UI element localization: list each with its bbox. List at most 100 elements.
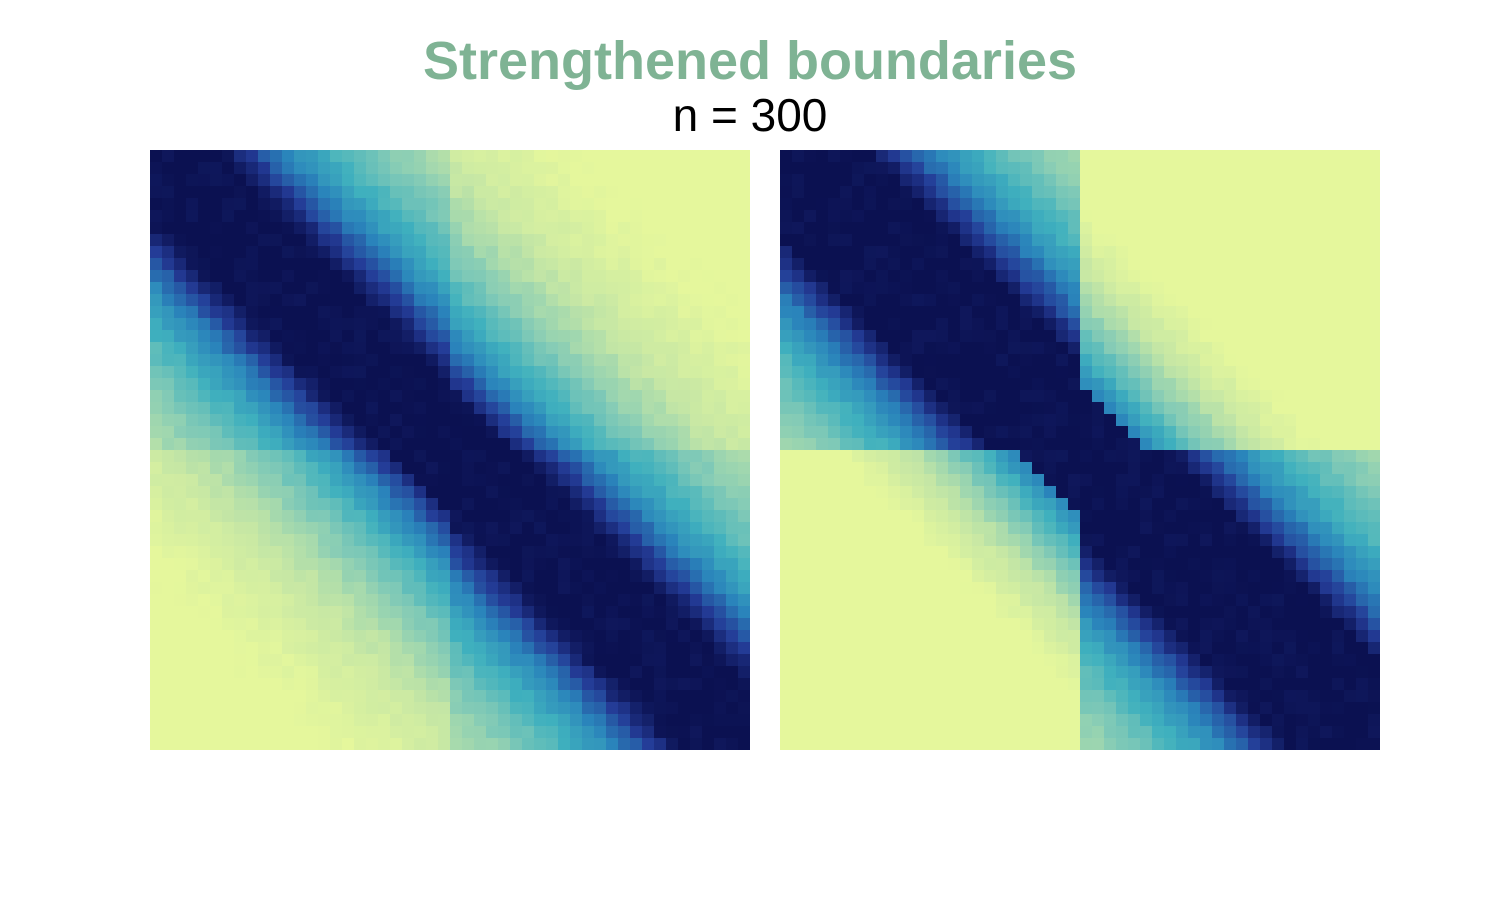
heatmap-cell	[984, 486, 997, 499]
heatmap-cell	[888, 366, 901, 379]
heatmap-cell	[630, 366, 643, 379]
heatmap-cell	[186, 666, 199, 679]
heatmap-cell	[222, 270, 235, 283]
heatmap-cell	[900, 606, 913, 619]
heatmap-cell	[804, 582, 817, 595]
heatmap-cell	[258, 330, 271, 343]
heatmap-cell	[282, 330, 295, 343]
heatmap-cell	[342, 714, 355, 727]
heatmap-cell	[1152, 558, 1165, 571]
heatmap-cell	[630, 390, 643, 403]
heatmap-cell	[714, 162, 727, 175]
heatmap-cell	[1188, 462, 1201, 475]
heatmap-cell	[1032, 366, 1045, 379]
heatmap-cell	[498, 666, 511, 679]
heatmap-cell	[450, 222, 463, 235]
heatmap-cell	[678, 318, 691, 331]
heatmap-cell	[618, 666, 631, 679]
heatmap-cell	[534, 294, 547, 307]
heatmap-cell	[1188, 210, 1201, 223]
heatmap-cell	[378, 294, 391, 307]
heatmap-cell	[1332, 702, 1345, 715]
heatmap-cell	[618, 342, 631, 355]
heatmap-cell	[210, 282, 223, 295]
heatmap-cell	[582, 714, 595, 727]
heatmap-cell	[666, 282, 679, 295]
heatmap-cell	[270, 306, 283, 319]
heatmap-cell	[378, 390, 391, 403]
heatmap-cell	[1200, 330, 1213, 343]
heatmap-cell	[714, 210, 727, 223]
heatmap-cell	[912, 330, 925, 343]
heatmap-cell	[654, 606, 667, 619]
heatmap-cell	[642, 522, 655, 535]
heatmap-cell	[330, 390, 343, 403]
heatmap-cell	[780, 246, 793, 259]
heatmap-cell	[960, 210, 973, 223]
heatmap-cell	[210, 474, 223, 487]
heatmap-cell	[1320, 450, 1333, 463]
heatmap-cell	[1188, 474, 1201, 487]
heatmap-cell	[1284, 510, 1297, 523]
heatmap-cell	[306, 462, 319, 475]
heatmap-cell	[450, 450, 463, 463]
heatmap-cell	[558, 510, 571, 523]
heatmap-cell	[852, 210, 865, 223]
heatmap-cell	[864, 234, 877, 247]
heatmap-cell	[792, 318, 805, 331]
heatmap-cell	[996, 258, 1009, 271]
heatmap-cell	[1104, 522, 1117, 535]
heatmap-cell	[876, 234, 889, 247]
heatmap-cell	[330, 558, 343, 571]
heatmap-cell	[1176, 174, 1189, 187]
heatmap-cell	[1308, 666, 1321, 679]
heatmap-cell	[534, 390, 547, 403]
heatmap-cell	[912, 366, 925, 379]
heatmap-cell	[270, 294, 283, 307]
heatmap-cell	[1128, 378, 1141, 391]
heatmap-cell	[1116, 558, 1129, 571]
heatmap-cell	[522, 390, 535, 403]
heatmap-cell	[234, 366, 247, 379]
heatmap-cell	[1320, 594, 1333, 607]
heatmap-cell	[510, 606, 523, 619]
heatmap-cell	[258, 714, 271, 727]
heatmap-cell	[486, 174, 499, 187]
heatmap-cell	[558, 702, 571, 715]
heatmap-cell	[1332, 390, 1345, 403]
heatmap-cell	[594, 546, 607, 559]
heatmap-cell	[792, 738, 805, 750]
heatmap-cell	[828, 390, 841, 403]
heatmap-cell	[222, 534, 235, 547]
heatmap-cell	[222, 414, 235, 427]
heatmap-cell	[270, 486, 283, 499]
heatmap-cell	[1236, 174, 1249, 187]
heatmap-cell	[186, 426, 199, 439]
heatmap-cell	[792, 690, 805, 703]
heatmap-cell	[390, 534, 403, 547]
heatmap-cell	[1188, 570, 1201, 583]
heatmap-cell	[630, 210, 643, 223]
heatmap-cell	[1224, 426, 1237, 439]
heatmap-cell	[1224, 630, 1237, 643]
heatmap-cell	[1080, 450, 1093, 463]
heatmap-cell	[1056, 258, 1069, 271]
heatmap-cell	[198, 510, 211, 523]
heatmap-cell	[864, 318, 877, 331]
heatmap-cell	[1080, 414, 1093, 427]
heatmap-cell	[702, 378, 715, 391]
heatmap-cell	[1140, 330, 1153, 343]
heatmap-cell	[198, 474, 211, 487]
heatmap-cell	[1152, 270, 1165, 283]
heatmap-cell	[1068, 534, 1081, 547]
heatmap-cell	[960, 714, 973, 727]
heatmap-cell	[174, 678, 187, 691]
heatmap-cell	[354, 570, 367, 583]
heatmap-cell	[690, 438, 703, 451]
heatmap-cell	[1248, 558, 1261, 571]
heatmap-cell	[678, 606, 691, 619]
heatmap-cell	[816, 234, 829, 247]
heatmap-cell	[1056, 402, 1069, 415]
heatmap-cell	[150, 162, 163, 175]
heatmap-cell	[1176, 546, 1189, 559]
